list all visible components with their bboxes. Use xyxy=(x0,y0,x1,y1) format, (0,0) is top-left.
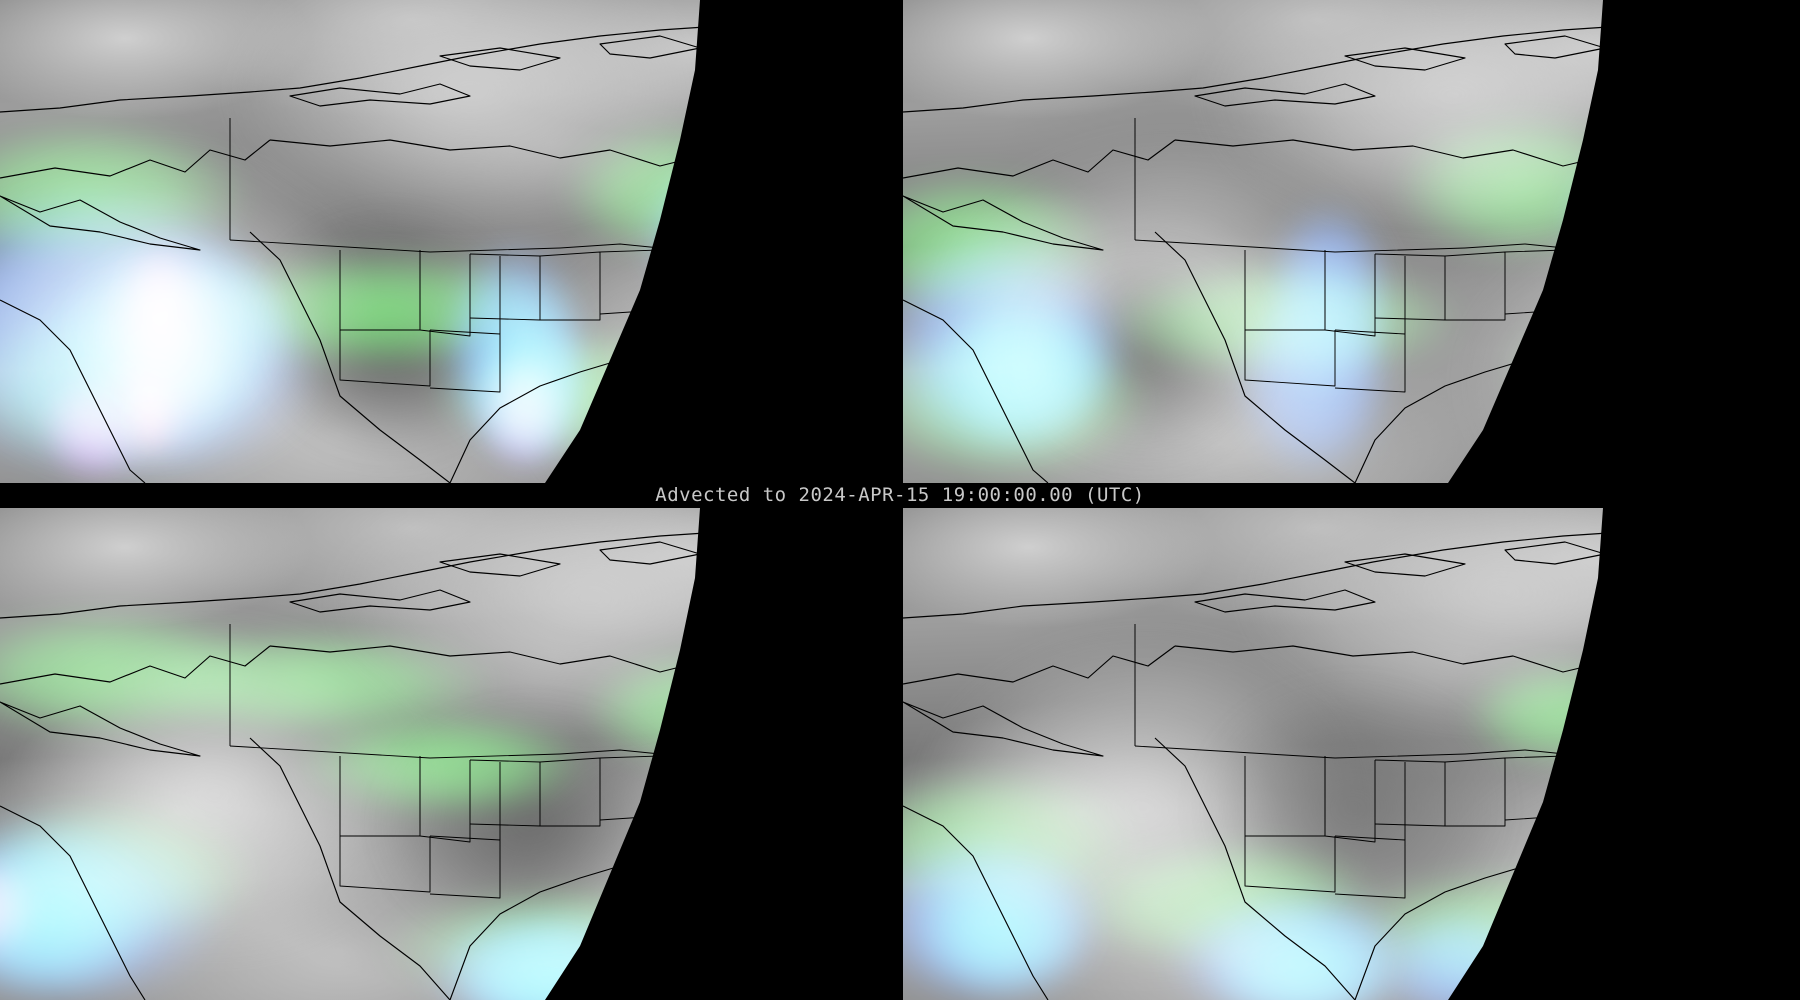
timestamp-label: Advected to 2024-APR-15 19:00:00.00 (UTC… xyxy=(655,484,1145,506)
panel-level-label: 850-7 xyxy=(1546,399,1772,483)
panel-sfc-8[interactable]: Sfc-8 xyxy=(0,0,893,483)
panel-850-7[interactable]: 850-7 xyxy=(903,0,1800,483)
panel-700-5[interactable]: 700-5 xyxy=(0,508,893,1000)
panel-level-label: 500-3 xyxy=(1546,916,1772,1000)
panel-level-label: Sfc-8 xyxy=(667,399,865,483)
timestamp-banner-background xyxy=(0,483,1800,508)
panel-level-label: 700-5 xyxy=(639,916,865,1000)
panel-500-3[interactable]: 500-3 xyxy=(903,508,1800,1000)
